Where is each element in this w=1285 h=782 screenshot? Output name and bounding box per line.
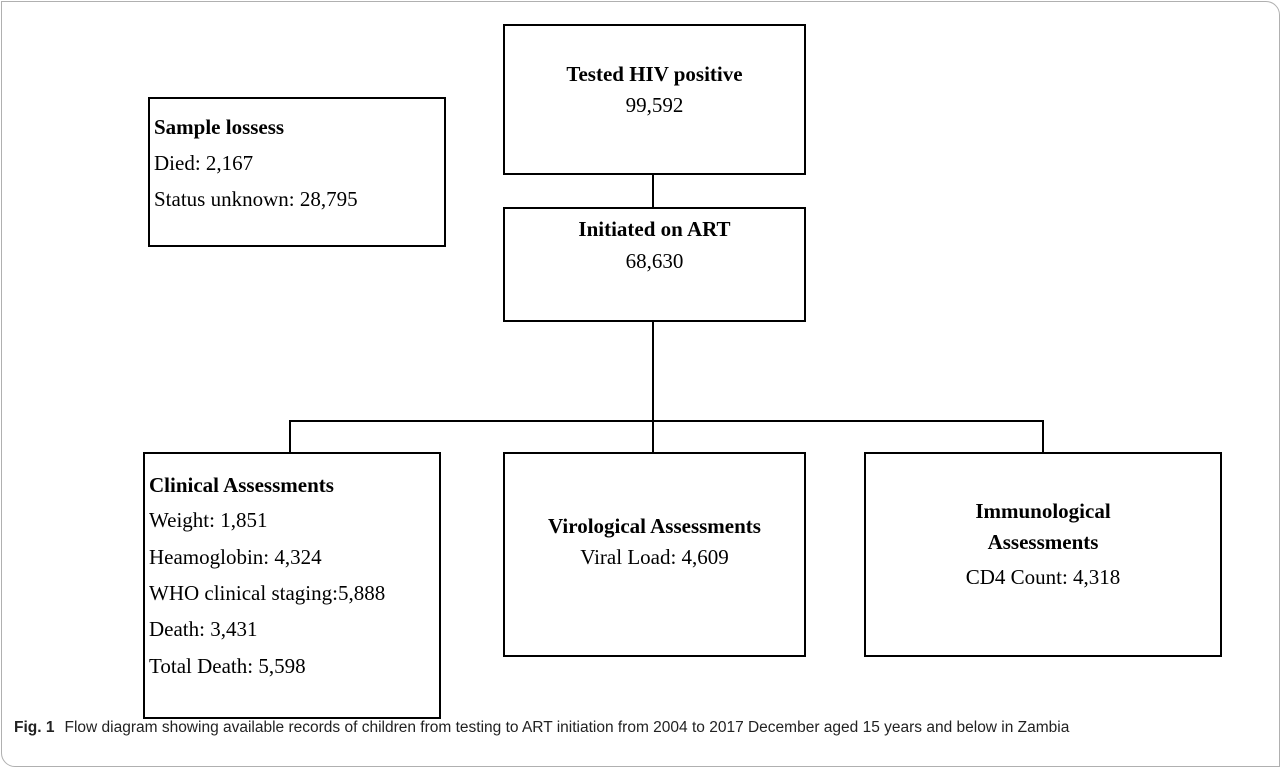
node-line: WHO clinical staging:5,888 <box>149 581 386 605</box>
node-line: Heamoglobin: 4,324 <box>149 545 322 569</box>
node-box: Sample lossess Died: 2,167 Status unknown:… <box>148 97 446 247</box>
node-line: Status unknown: 28,795 <box>154 187 358 211</box>
node-box: Clinical Assessments Weight: 1,851 Heamogl… <box>143 452 441 719</box>
node-line: Total Death: 5,598 <box>149 654 306 678</box>
node-box: Immunological Assessments CD4 Count: 4,31… <box>864 452 1222 657</box>
caption: Fig. 1 Flow diagram showing available rec… <box>14 716 1264 740</box>
node-line: 68,630 <box>625 249 684 273</box>
node-title: Immunological Assessments <box>975 498 1111 554</box>
node-title: Sample lossess <box>154 115 285 139</box>
node-line: Weight: 1,851 <box>149 508 268 532</box>
node-title: Clinical Assessments <box>149 473 334 497</box>
node-line: Died: 2,167 <box>154 151 254 175</box>
node-title: Tested HIV positive <box>566 62 743 86</box>
node-box: Initiated on ART 68,630 <box>503 207 806 322</box>
caption-label: Fig. 1 <box>14 719 55 736</box>
node-title: Initiated on ART <box>578 217 731 241</box>
node-line: 99,592 <box>625 93 684 117</box>
caption-text: Flow diagram showing available records o… <box>64 719 1070 736</box>
figure-frame <box>1 1 1280 767</box>
node-box: Virological Assessments Viral Load: 4,609 <box>503 452 806 657</box>
node-line: CD4 Count: 4,318 <box>965 565 1121 589</box>
node-line: Viral Load: 4,609 <box>580 545 729 569</box>
node-box: Tested HIV positive 99,592 <box>503 24 806 175</box>
node-title: Virological Assessments <box>548 514 761 538</box>
node-line: Death: 3,431 <box>149 617 258 641</box>
